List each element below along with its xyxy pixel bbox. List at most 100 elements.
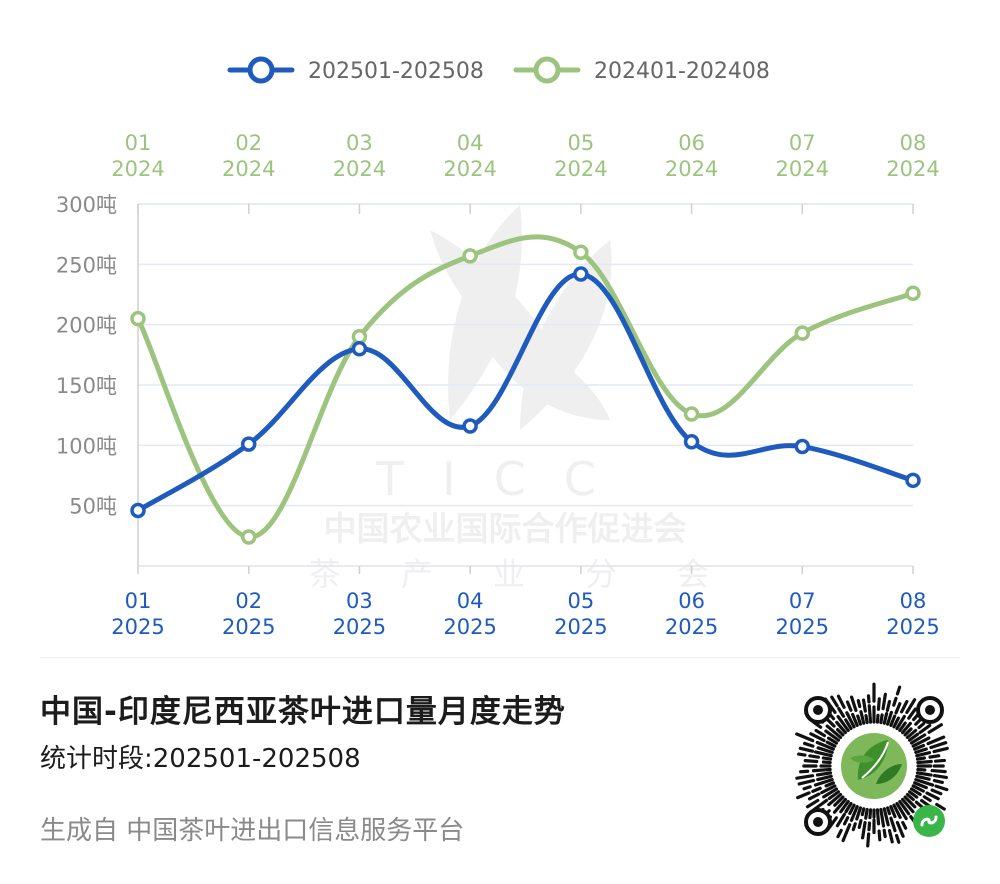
data-point-202401-202408-04 [462, 248, 478, 264]
x-bottom-tick-label-year: 2025 [776, 615, 829, 639]
qr-ray [825, 740, 837, 748]
y-tick-label-100: 100吨 [56, 434, 117, 458]
qr-ray [879, 807, 886, 828]
qr-ray [848, 803, 856, 816]
data-point-202401-202408-03 [351, 328, 368, 345]
data-point-202501-202508-04 [462, 418, 478, 434]
qr-ray [815, 771, 833, 777]
qr-ray [911, 784, 925, 793]
qr-ray [895, 801, 908, 821]
x-bottom-tick-label-year: 2025 [111, 615, 164, 639]
qr-ray [805, 798, 820, 809]
divider [40, 657, 960, 658]
qr-ray [867, 704, 873, 724]
qr-ray [934, 784, 949, 792]
qr-ray [907, 732, 920, 742]
qr-ray [905, 728, 918, 740]
x-top-tick-label-month: 03 [346, 131, 373, 155]
qr-ray [807, 792, 821, 801]
watermark-char: 业 [493, 555, 525, 593]
data-point-202501-202508-01 [130, 502, 146, 519]
qr-ray [832, 797, 848, 814]
qr-ray [914, 747, 928, 755]
qr-ray [901, 820, 908, 830]
legend-item-2025[interactable]: 202501-202508 [227, 56, 484, 84]
qr-ray [827, 792, 843, 807]
qr-ray [857, 818, 863, 830]
x-bottom-tick-label-month: 03 [346, 589, 373, 613]
qr-ray [915, 774, 931, 781]
qr-ray [909, 733, 927, 745]
qr-ray [875, 713, 880, 724]
legend-item-2024[interactable]: 202401-202408 [513, 56, 770, 84]
qr-ray [930, 768, 947, 774]
data-point-202501-202508-03 [351, 341, 368, 357]
source-label: 生成自 中国茶叶进出口信息服务平台 [40, 816, 465, 846]
qr-ray [815, 740, 835, 751]
qr-ray [827, 790, 841, 801]
x-bottom-tick-label-month: 05 [567, 589, 594, 613]
qr-ray [864, 713, 869, 725]
x-top-tick-label-month: 02 [235, 131, 262, 155]
qr-ray [821, 760, 832, 765]
qr-ray [913, 781, 928, 790]
qr-ray [932, 746, 949, 754]
qr-ray [811, 767, 832, 773]
qr-ray [895, 714, 906, 731]
data-point-202501-202508-05 [573, 266, 589, 282]
qr-ray [836, 828, 843, 839]
qr-ray [795, 774, 815, 780]
qr-ray [903, 795, 917, 809]
qr-ray [856, 714, 863, 726]
qr-ray [861, 698, 867, 713]
qr-ray [845, 700, 853, 712]
qr-ray [836, 714, 850, 733]
watermark: TICC 中国农业国际合作促进会 茶 产 业 分 会 [309, 205, 709, 593]
qr-ray [833, 795, 845, 807]
data-point-202501-202508-02 [240, 436, 257, 452]
watermark-char: 会 [677, 555, 709, 593]
qr-ray [930, 788, 943, 796]
watermark-char: 茶 [309, 555, 341, 593]
qr-ray [885, 806, 892, 816]
qr-ray [895, 820, 905, 838]
x-bottom-tick-label-month: 07 [789, 589, 816, 613]
data-point-202401-202408-06 [683, 406, 700, 422]
qr-ray [898, 721, 907, 733]
qr-ray [932, 773, 948, 780]
x-bottom-tick-label-year: 2025 [333, 615, 386, 639]
qr-finder-dot [925, 705, 935, 715]
qr-ray [909, 787, 922, 796]
qr-ray [864, 807, 869, 820]
mini-program-qr-code-icon[interactable] [788, 680, 960, 852]
qr-ray [935, 802, 946, 811]
watermark-char: 产 [401, 555, 433, 593]
data-point-202401-202408-05 [573, 244, 589, 261]
qr-ray [808, 754, 821, 759]
qr-ray [885, 699, 892, 712]
y-axis: 50吨 100吨 150吨 200吨 250吨 300吨 [56, 193, 117, 519]
y-tick-label-200: 200吨 [56, 314, 117, 338]
qr-ray [895, 685, 902, 696]
qr-ray [932, 778, 944, 785]
qr-ray [894, 702, 902, 715]
qr-ray [875, 808, 881, 826]
qr-ray [905, 698, 917, 715]
x-bottom-tick-label-month: 06 [678, 589, 705, 613]
legend-label-2024: 202401-202408 [594, 59, 770, 84]
period-label: 统计时段:202501-202508 [40, 744, 361, 774]
qr-ray [813, 777, 834, 787]
qr-ray [916, 759, 933, 765]
watermark-logo: TICC [375, 452, 634, 506]
qr-ray [929, 741, 948, 750]
qr-ray [881, 692, 887, 711]
qr-ray [796, 791, 811, 800]
x-top-tick-label-year: 2024 [333, 157, 386, 181]
qr-ray [830, 695, 839, 708]
chart: TICC 中国农业国际合作促进会 茶 产 业 分 会 202501-202508 202… [56, 56, 940, 639]
x-top-tick-label-year: 2024 [665, 157, 718, 181]
watermark-char: 分 [585, 555, 617, 593]
legend-marker-2025 [247, 56, 275, 84]
y-tick-label-150: 150吨 [56, 374, 117, 398]
page-title: 中国-印度尼西亚茶叶进口量月度走势 [40, 694, 566, 730]
